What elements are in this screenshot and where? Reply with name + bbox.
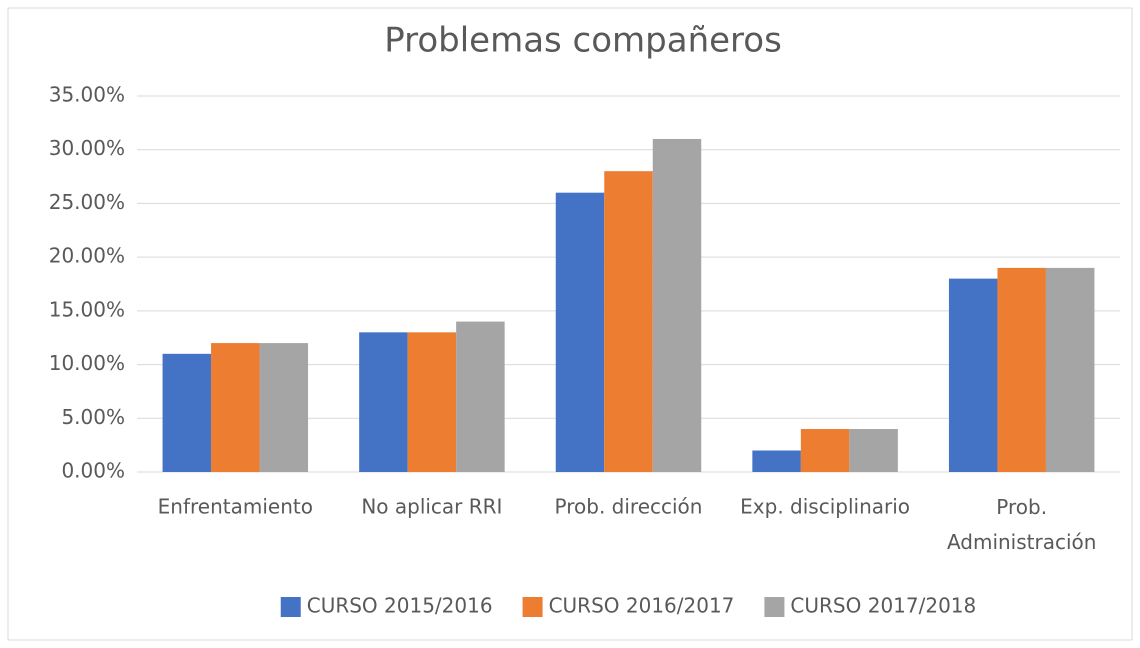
bar (849, 429, 898, 472)
bar (752, 450, 801, 472)
bar (800, 429, 850, 472)
y-tick-label: 30.00% (49, 136, 125, 160)
bar (162, 353, 212, 472)
legend-swatch (522, 597, 543, 617)
legend-label: CURSO 2015/2016 (307, 594, 493, 618)
legend-label: CURSO 2017/2018 (790, 594, 976, 618)
y-tick-label: 15.00% (49, 297, 125, 321)
bar (407, 332, 457, 472)
y-tick-label: 35.00% (49, 83, 125, 107)
bar (359, 332, 408, 472)
chart-title: Problemas compañeros (384, 21, 782, 61)
legend-label: CURSO 2016/2017 (549, 594, 735, 618)
bar (211, 343, 260, 472)
bar (652, 138, 702, 472)
x-tick-label: Enfrentamiento (158, 495, 313, 519)
y-tick-label: 20.00% (49, 244, 125, 268)
x-tick-label: Prob. Administración (947, 495, 1097, 554)
bar (604, 171, 653, 472)
bar (456, 321, 505, 472)
bar (948, 278, 998, 472)
y-tick-label: 5.00% (61, 405, 125, 429)
x-tick-label: No aplicar RRI (361, 495, 502, 519)
y-tick-label: 25.00% (49, 190, 125, 214)
bar (259, 343, 309, 472)
x-tick-label: Exp. disciplinario (740, 495, 910, 519)
bar (997, 267, 1046, 472)
y-tick-label: 10.00% (49, 351, 125, 375)
bar (555, 192, 605, 472)
bar (1045, 267, 1095, 472)
y-tick-label: 0.00% (61, 459, 125, 483)
legend-swatch (764, 597, 785, 617)
x-tick-label: Prob. dirección (555, 495, 703, 519)
legend-swatch (280, 597, 301, 617)
